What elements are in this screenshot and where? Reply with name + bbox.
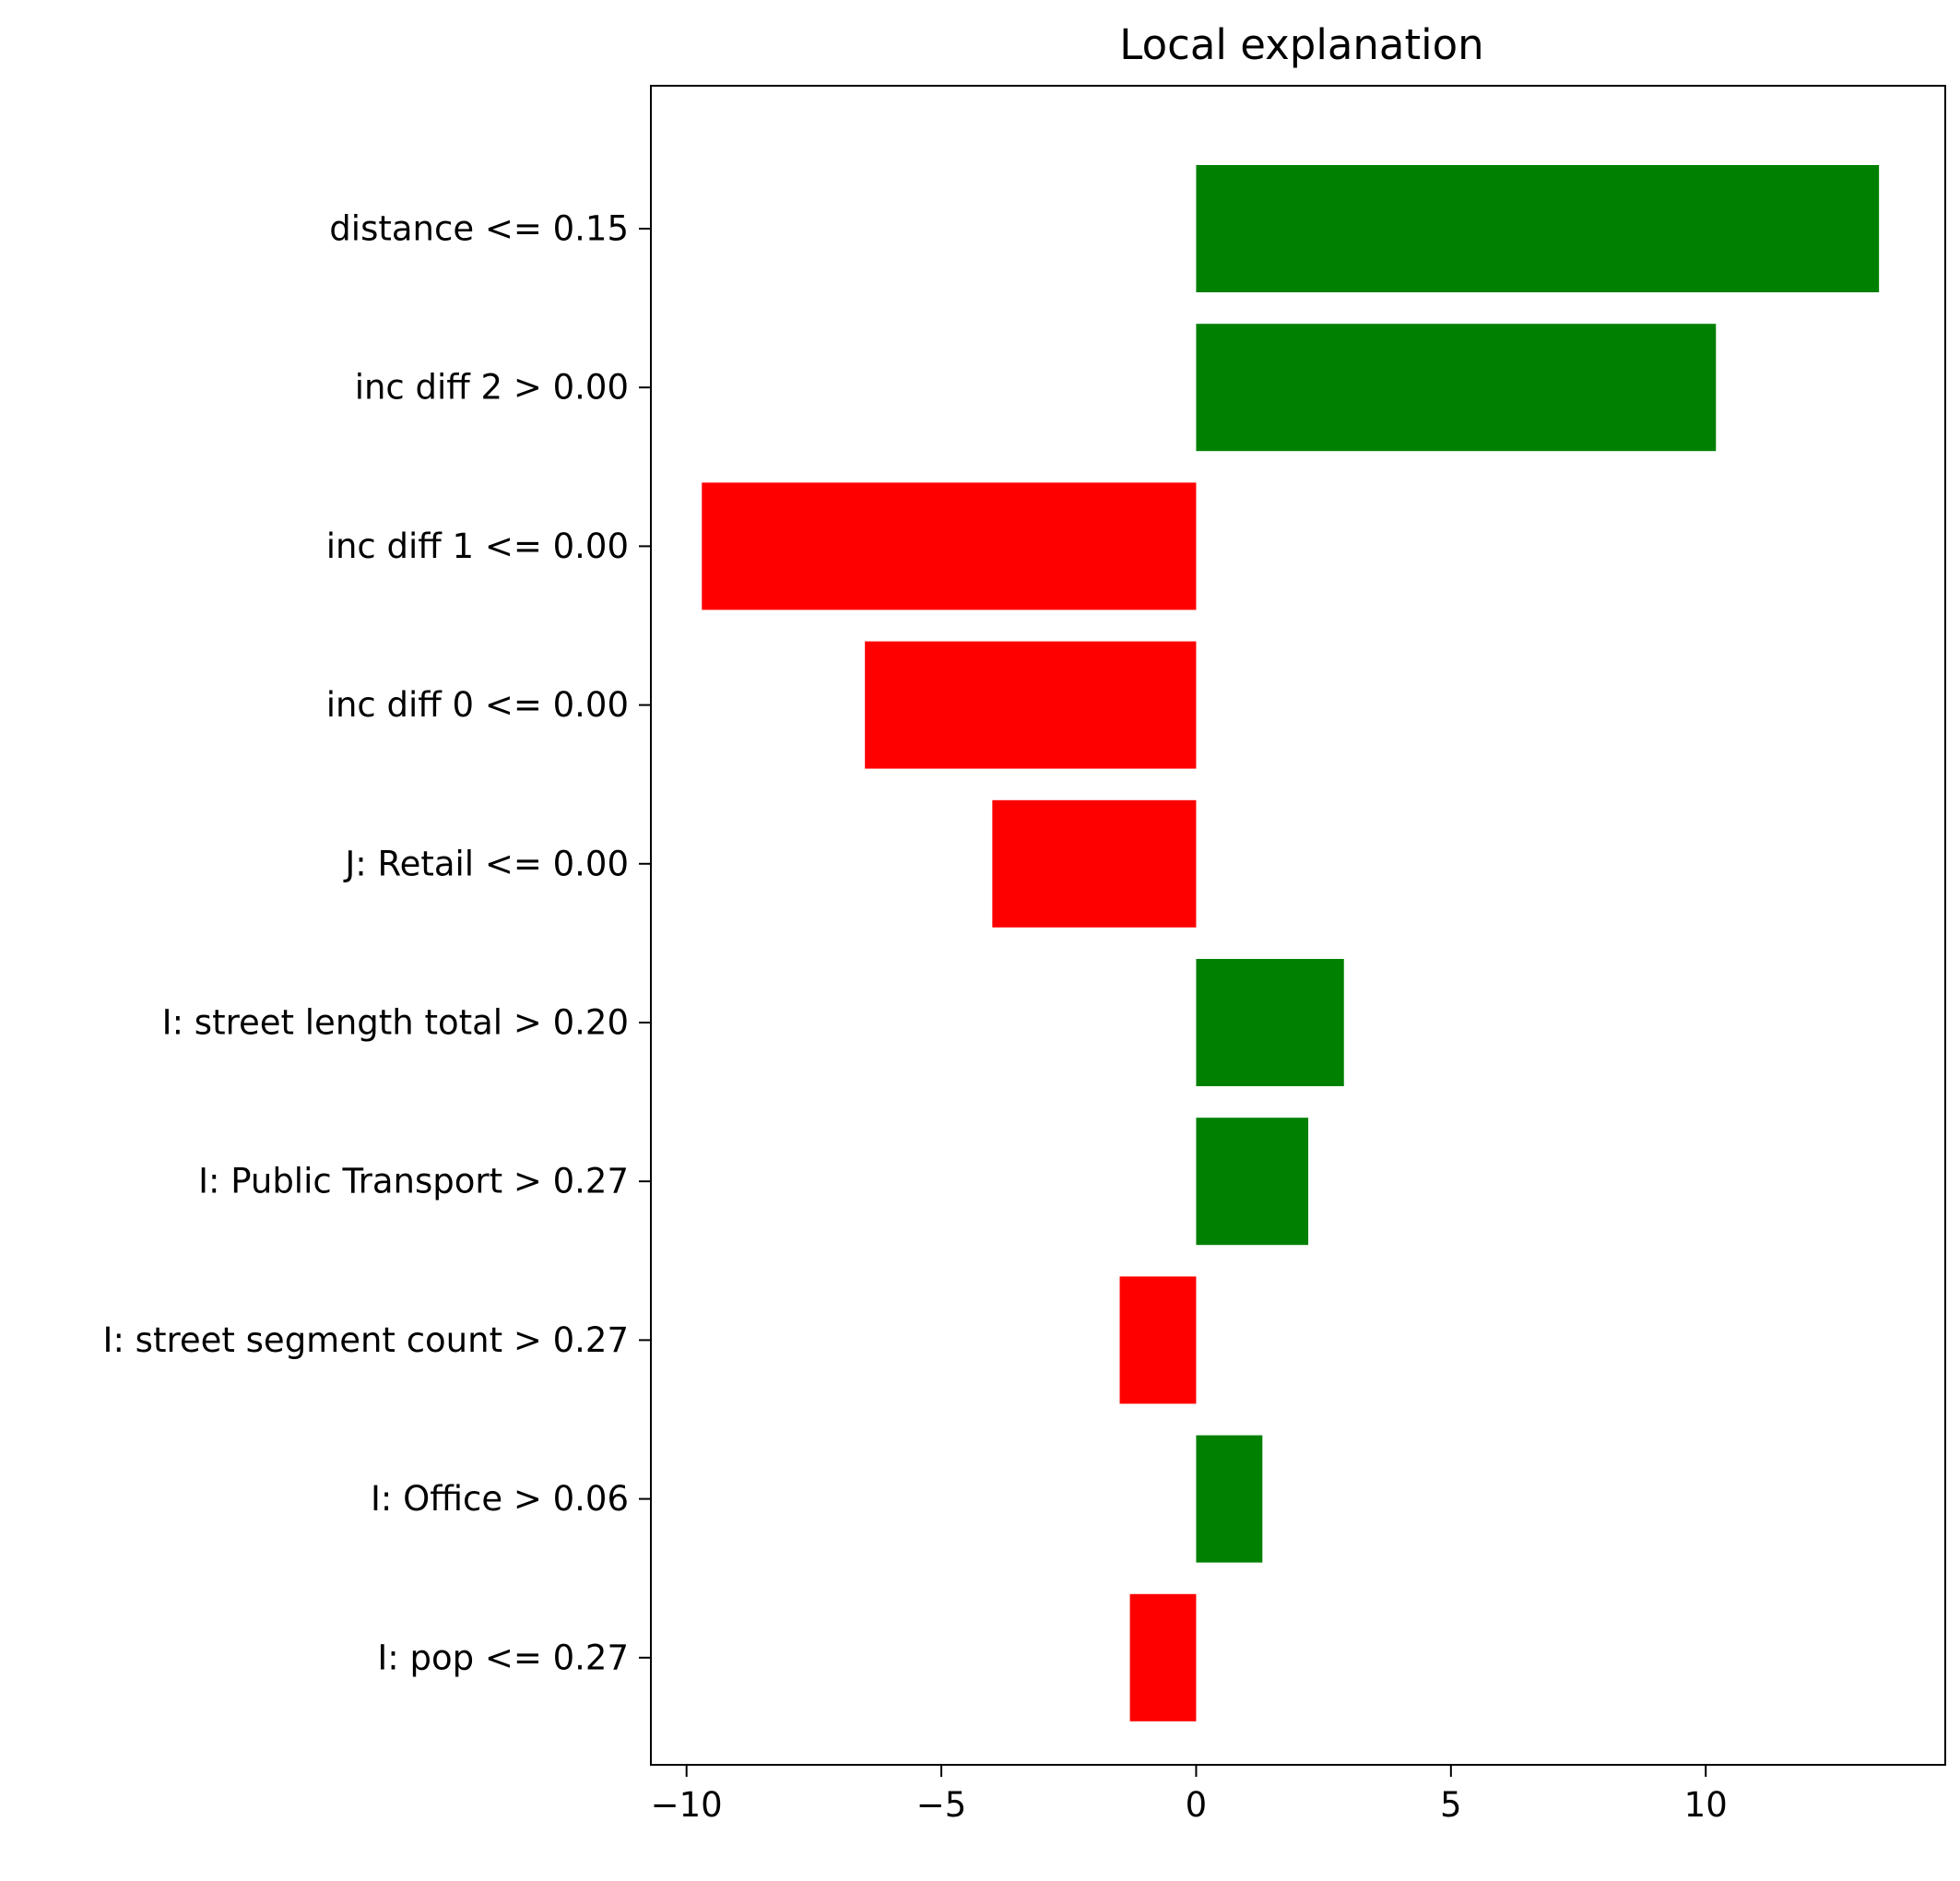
x-axis-ticks: −10 −5 0 5 10 <box>651 1765 1728 1825</box>
y-tick-label-7: I: Public Transport > 0.27 <box>198 1162 629 1201</box>
y-tick-label-2: inc diff 2 > 0.00 <box>355 368 629 408</box>
x-tick-label-5: 10 <box>1684 1785 1728 1825</box>
bar-4 <box>865 641 1197 769</box>
bar-7 <box>1196 1118 1309 1246</box>
x-tick-label-4: 5 <box>1440 1785 1462 1825</box>
y-tick-label-10: I: pop <= 0.27 <box>377 1638 629 1677</box>
y-tick-label-8: I: street segment count > 0.27 <box>103 1320 629 1360</box>
y-tick-label-6: I: street length total > 0.20 <box>162 1003 629 1043</box>
bar-9 <box>1196 1435 1263 1563</box>
y-tick-label-5: J: Retail <= 0.00 <box>343 844 629 883</box>
bar-3 <box>702 482 1197 610</box>
bar-1 <box>1196 165 1880 292</box>
x-tick-label-1: −10 <box>651 1785 723 1825</box>
y-tick-label-4: inc diff 0 <= 0.00 <box>326 685 629 725</box>
bar-5 <box>992 799 1197 928</box>
x-tick-label-3: 0 <box>1186 1785 1208 1825</box>
bar-8 <box>1119 1276 1197 1404</box>
y-axis-ticks: distance <= 0.15 inc diff 2 > 0.00 inc dif… <box>103 209 651 1677</box>
bar-10 <box>1129 1593 1197 1721</box>
chart-title: Local explanation <box>1119 20 1483 69</box>
bar-6 <box>1196 959 1344 1086</box>
bar-2 <box>1196 324 1717 452</box>
plot-frame <box>650 85 1946 1766</box>
bars-group <box>702 165 1880 1721</box>
y-tick-label-9: I: Office > 0.06 <box>371 1479 629 1519</box>
y-tick-label-1: distance <= 0.15 <box>329 209 629 249</box>
x-tick-label-2: −5 <box>916 1785 967 1825</box>
y-tick-label-3: inc diff 1 <= 0.00 <box>326 526 629 566</box>
